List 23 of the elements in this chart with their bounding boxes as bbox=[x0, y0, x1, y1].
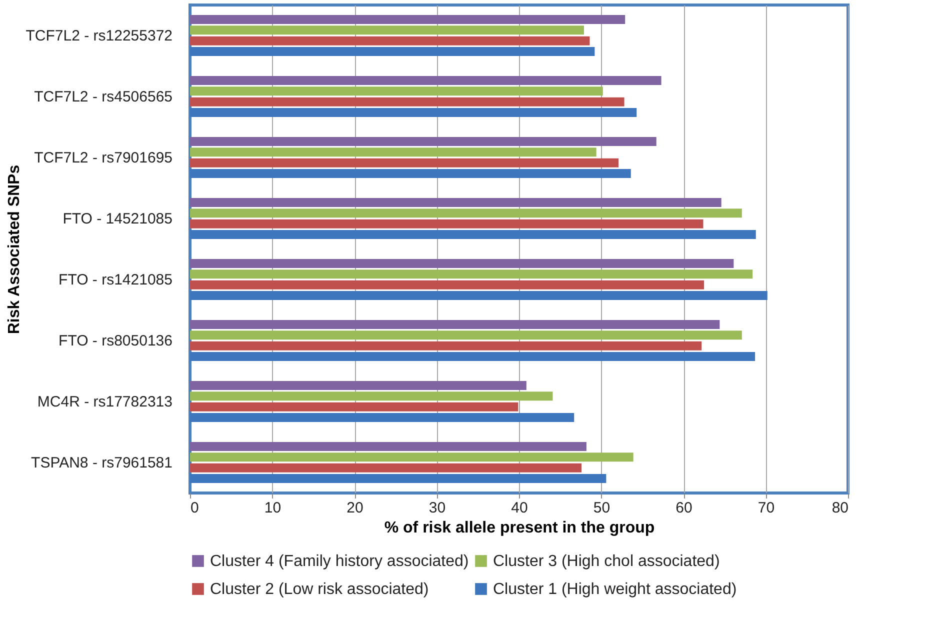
x-tick-label: 50 bbox=[593, 500, 610, 516]
x-axis-title: % of risk allele present in the group bbox=[384, 520, 655, 536]
x-tick-label: 30 bbox=[428, 500, 446, 516]
x-tick-label: 70 bbox=[758, 500, 775, 516]
y-tick-label: TCF7L2 - rs4506565 bbox=[34, 88, 172, 106]
legend-label: Cluster 2 (Low risk associated) bbox=[210, 581, 429, 598]
y-axis-title: Risk Associated SNPs bbox=[6, 164, 23, 334]
legend-label: Cluster 1 (High weight associated) bbox=[493, 581, 737, 598]
x-tick-label: 60 bbox=[676, 500, 692, 516]
x-tick-label: 20 bbox=[346, 500, 364, 516]
x-tick-label: 80 bbox=[832, 500, 848, 516]
y-tick-label: FTO - 14521085 bbox=[62, 210, 172, 228]
y-tick-label: FTO - rs1421085 bbox=[58, 272, 172, 288]
x-tick-label: 40 bbox=[511, 500, 528, 516]
y-tick-label: FTO - rs8050136 bbox=[58, 332, 172, 350]
y-tick-label: TSPAN8 - rs7961581 bbox=[31, 454, 172, 472]
x-tick-label: 0 bbox=[190, 500, 199, 516]
legend-label: Cluster 3 (High chol associated) bbox=[493, 553, 720, 570]
y-tick-label: TCF7L2 - rs12255372 bbox=[26, 28, 172, 44]
x-tick-label: 10 bbox=[264, 500, 282, 516]
y-tick-label: MC4R - rs17782313 bbox=[37, 394, 172, 410]
y-tick-label: TCF7L2 - rs7901695 bbox=[34, 150, 172, 166]
legend-label: Cluster 4 (Family history associated) bbox=[210, 553, 469, 570]
